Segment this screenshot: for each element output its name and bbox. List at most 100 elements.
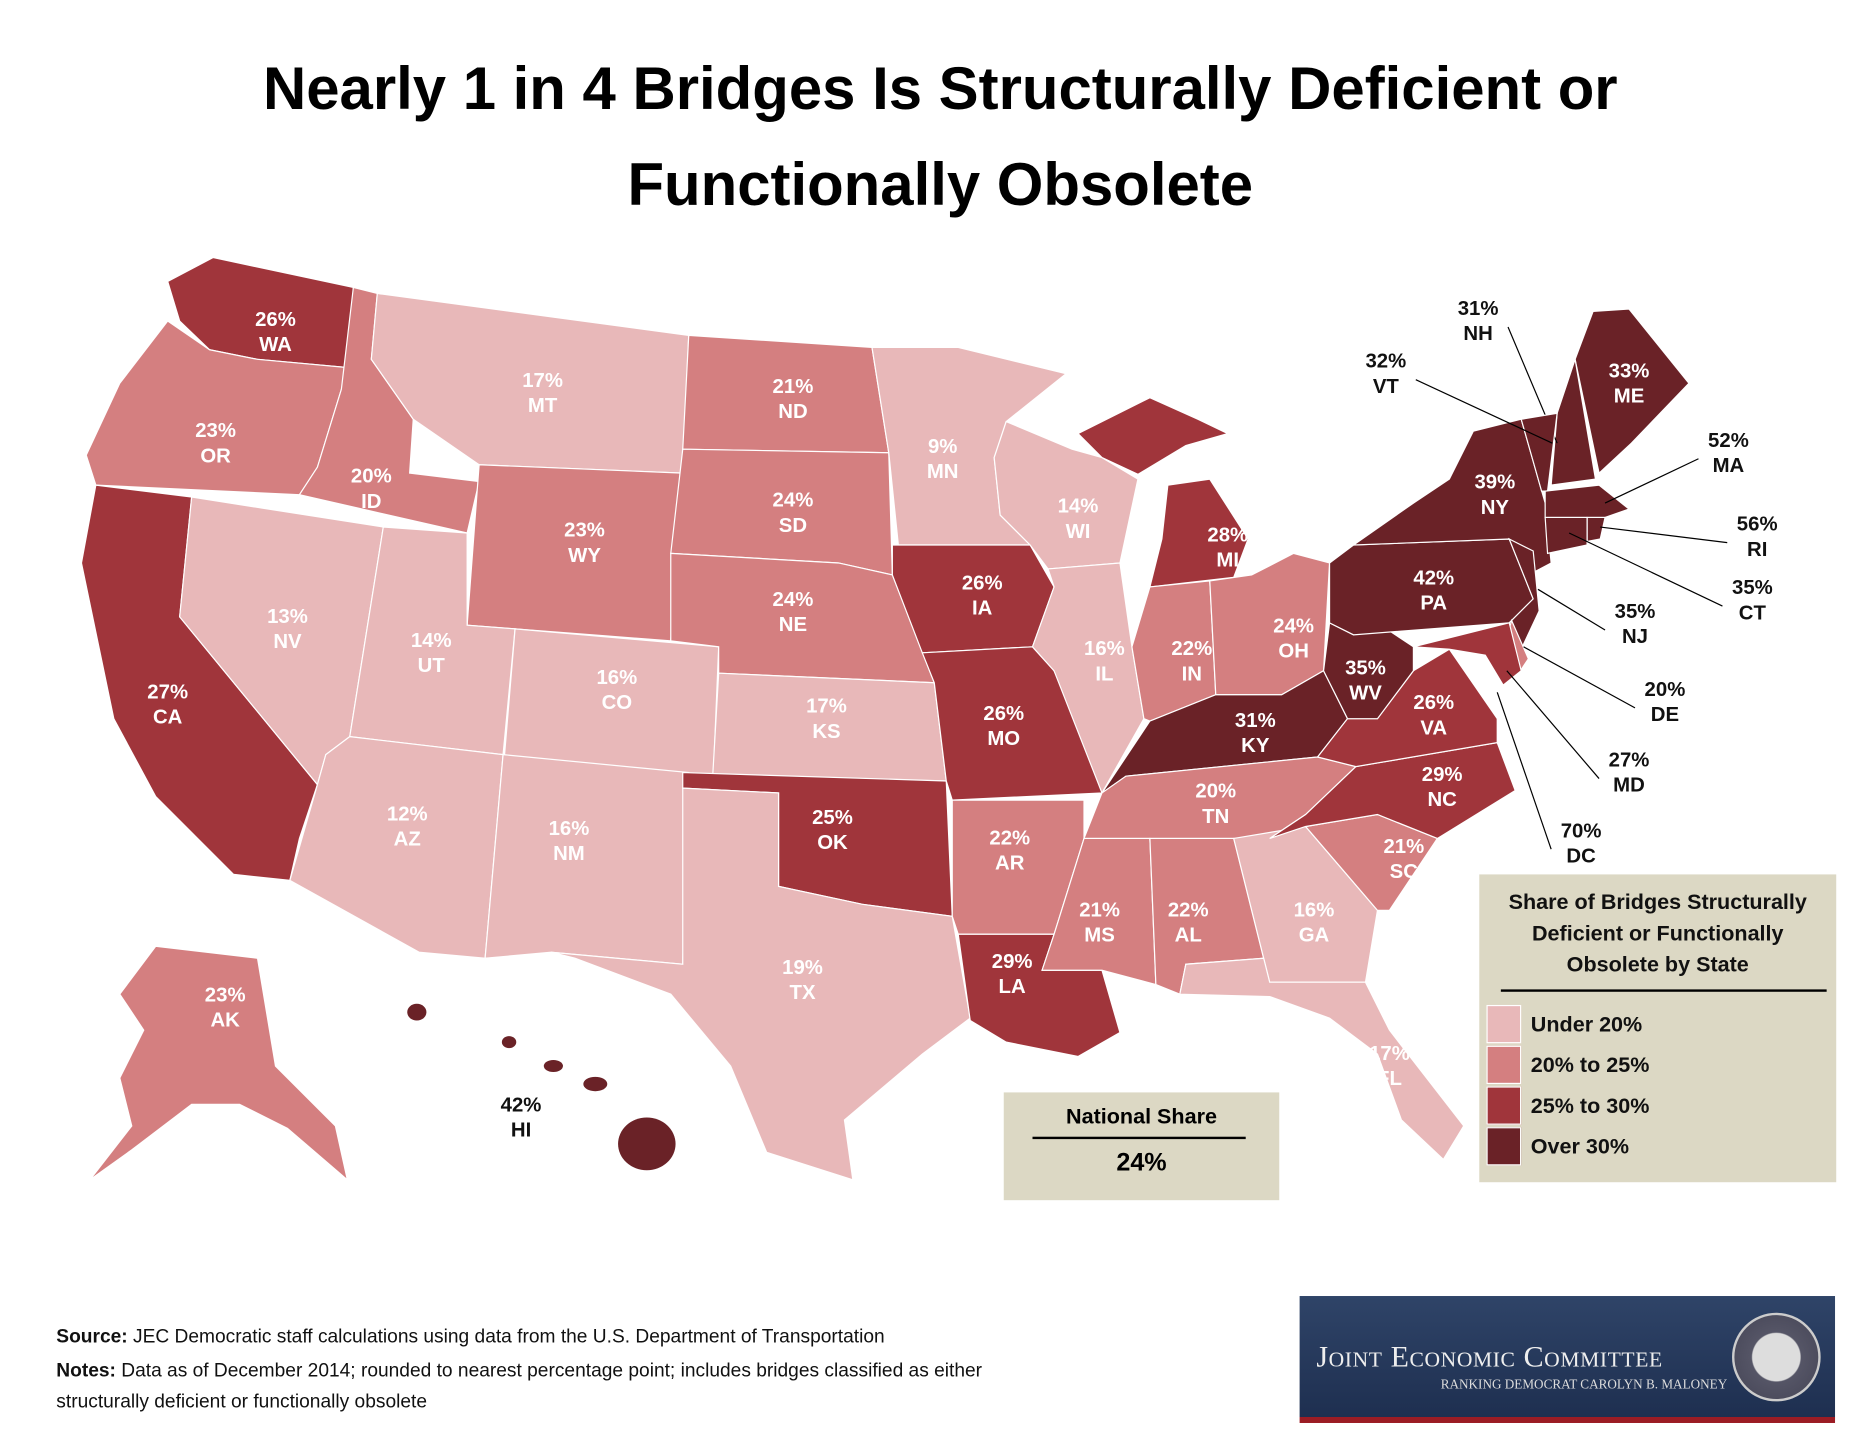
state-label-ga: 16% GA	[1294, 897, 1335, 947]
state-value: 28%	[1207, 523, 1249, 547]
state-value: 56%	[1736, 512, 1778, 536]
title-line-1: Nearly 1 in 4 Bridges Is Structurally De…	[262, 55, 1618, 123]
state-value: 17%	[806, 694, 847, 718]
state-label-ks: 17% KS	[806, 694, 847, 744]
state-label-mi: 28% MI	[1207, 522, 1248, 572]
state-label-wa: 26% WA	[255, 307, 296, 357]
state-fl	[1179, 957, 1465, 1161]
state-value: 27%	[147, 680, 189, 704]
notes: Notes: Data as of December 2014; rounded…	[56, 1361, 982, 1383]
state-hi	[543, 1060, 563, 1073]
legend-swatch	[1486, 1127, 1522, 1166]
state-value: 22%	[989, 826, 1031, 850]
state-abbr: WA	[259, 332, 292, 356]
state-value: 16%	[548, 816, 590, 840]
state-abbr: DE	[1650, 703, 1680, 726]
state-abbr: NC	[1427, 788, 1457, 811]
state-abbr: AZ	[393, 827, 421, 851]
notes-label: Notes:	[56, 1360, 116, 1382]
source-text: JEC Democratic staff calculations using …	[127, 1327, 885, 1348]
legend-item: 20% to 25%	[1486, 1044, 1836, 1085]
state-abbr: KS	[812, 719, 841, 743]
state-label-hi: 42% HI	[501, 1092, 542, 1142]
state-label-vt: 32% VT	[1365, 349, 1406, 399]
state-value: 23%	[564, 518, 605, 542]
state-abbr: ID	[361, 489, 382, 513]
state-value: 35%	[1614, 600, 1656, 623]
state-value: 16%	[596, 665, 638, 689]
state-label-mo: 26% MO	[983, 701, 1024, 751]
state-abbr: CO	[601, 691, 633, 714]
state-label-ar: 22% AR	[989, 825, 1030, 875]
state-value: 70%	[1560, 819, 1602, 843]
state-hi	[583, 1076, 608, 1092]
state-abbr: WI	[1065, 519, 1091, 543]
state-abbr: FL	[1377, 1067, 1402, 1090]
state-value: 17%	[522, 368, 563, 392]
callout-line-md	[1506, 670, 1600, 779]
state-label-wi: 14% WI	[1058, 493, 1099, 543]
state-label-ne: 24% NE	[773, 587, 814, 637]
state-value: 20%	[1195, 779, 1237, 803]
state-label-ms: 21% MS	[1079, 897, 1120, 947]
state-value: 25%	[812, 806, 853, 829]
state-label-al: 22% AL	[1168, 897, 1209, 947]
state-label-az: 12% AZ	[387, 801, 428, 851]
state-label-ny: 39% NY	[1474, 470, 1515, 520]
state-value: 9%	[927, 434, 958, 458]
state-abbr: LA	[998, 975, 1026, 998]
state-value: 22%	[1167, 898, 1209, 922]
state-value: 26%	[983, 701, 1025, 725]
state-abbr: MS	[1084, 923, 1115, 947]
state-abbr: SD	[778, 513, 808, 537]
state-label-mt: 17% MT	[522, 368, 563, 418]
state-abbr: TN	[1202, 804, 1230, 828]
title-line-2: Functionally Obsolete	[627, 150, 1254, 218]
state-ri	[1586, 516, 1606, 543]
state-mi	[1077, 397, 1230, 476]
state-value: 19%	[782, 955, 823, 979]
state-label-in: 22% IN	[1171, 636, 1212, 686]
state-value: 26%	[255, 307, 296, 331]
state-abbr: UT	[417, 653, 445, 677]
legend-swatch	[1486, 1045, 1522, 1085]
legend-item: Over 30%	[1486, 1126, 1836, 1167]
state-abbr: DC	[1566, 844, 1596, 868]
state-abbr: OH	[1278, 639, 1309, 663]
state-abbr: NM	[553, 842, 585, 865]
state-value: 14%	[1057, 494, 1099, 518]
state-hi	[618, 1117, 676, 1171]
state-label-de: 20% DE	[1645, 677, 1686, 727]
state-label-dc: 70% DC	[1561, 818, 1602, 868]
state-value: 20%	[1644, 677, 1686, 701]
national-share-label: National Share	[1066, 1104, 1217, 1129]
state-abbr: SC	[1389, 860, 1418, 883]
state-value: 31%	[1457, 297, 1499, 320]
jec-logo: Joint Economic Committee RANKING DEMOCRA…	[1299, 1296, 1836, 1423]
state-value: 27%	[1608, 748, 1650, 772]
state-label-wv: 35% WV	[1345, 655, 1386, 705]
source-note: Source: JEC Democratic staff calculation…	[56, 1327, 884, 1349]
state-label-mn: 9% MN	[927, 434, 959, 484]
state-value: 23%	[204, 983, 246, 1007]
state-value: 42%	[1413, 566, 1455, 590]
legend: Share of Bridges Structurally Deficient …	[1479, 874, 1837, 1183]
state-value: 35%	[1345, 656, 1386, 680]
state-label-nd: 21% ND	[773, 374, 814, 424]
state-abbr: TX	[789, 980, 816, 1004]
state-abbr: KY	[1241, 734, 1270, 758]
state-value: 42%	[500, 1093, 542, 1117]
legend-swatch	[1486, 1004, 1522, 1044]
state-label-me: 33% ME	[1609, 358, 1650, 408]
state-label-ma: 52% MA	[1708, 428, 1749, 478]
state-label-ri: 56% RI	[1737, 511, 1778, 561]
state-value: 16%	[1083, 637, 1125, 660]
state-nh	[1550, 359, 1597, 486]
state-value: 24%	[772, 588, 814, 611]
legend-item: Under 20%	[1486, 1004, 1836, 1045]
state-value: 39%	[1474, 470, 1516, 494]
state-value: 26%	[961, 571, 1003, 595]
state-abbr: NV	[273, 630, 302, 653]
state-abbr: AR	[995, 851, 1025, 875]
state-value: 21%	[772, 374, 814, 398]
